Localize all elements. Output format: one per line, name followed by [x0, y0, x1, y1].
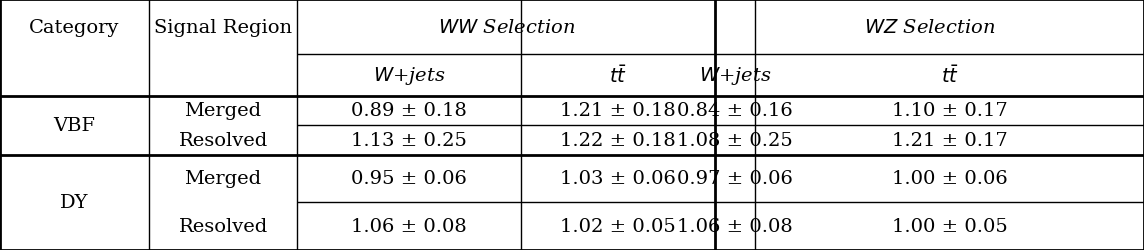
Text: 1.08 ± 0.25: 1.08 ± 0.25: [677, 131, 793, 149]
Text: 1.03 ± 0.06: 1.03 ± 0.06: [559, 170, 676, 188]
Text: 1.06 ± 0.08: 1.06 ± 0.08: [677, 217, 793, 235]
Text: DY: DY: [61, 194, 88, 212]
Text: Category: Category: [30, 18, 119, 36]
Text: 1.22 ± 0.18: 1.22 ± 0.18: [559, 131, 676, 149]
Text: 1.00 ± 0.05: 1.00 ± 0.05: [891, 217, 1008, 235]
Text: $W$+jets: $W$+jets: [699, 65, 771, 86]
Text: 0.84 ± 0.16: 0.84 ± 0.16: [677, 102, 793, 120]
Text: 1.00 ± 0.06: 1.00 ± 0.06: [891, 170, 1008, 188]
Text: 1.10 ± 0.17: 1.10 ± 0.17: [891, 102, 1008, 120]
Text: Resolved: Resolved: [178, 217, 268, 235]
Text: Merged: Merged: [184, 102, 262, 120]
Text: 1.13 ± 0.25: 1.13 ± 0.25: [351, 131, 467, 149]
Text: 1.21 ± 0.17: 1.21 ± 0.17: [891, 131, 1008, 149]
Text: 1.02 ± 0.05: 1.02 ± 0.05: [559, 217, 676, 235]
Text: 0.89 ± 0.18: 0.89 ± 0.18: [351, 102, 467, 120]
Text: $WW$ Selection: $WW$ Selection: [437, 18, 575, 36]
Text: Signal Region: Signal Region: [154, 18, 292, 36]
Text: 1.21 ± 0.18: 1.21 ± 0.18: [559, 102, 676, 120]
Text: $t\bar{t}$: $t\bar{t}$: [609, 65, 627, 86]
Text: VBF: VBF: [54, 117, 95, 134]
Text: Resolved: Resolved: [178, 131, 268, 149]
Text: Merged: Merged: [184, 170, 262, 188]
Text: 0.97 ± 0.06: 0.97 ± 0.06: [677, 170, 793, 188]
Text: 1.06 ± 0.08: 1.06 ± 0.08: [351, 217, 467, 235]
Text: 0.95 ± 0.06: 0.95 ± 0.06: [351, 170, 467, 188]
Text: $W$+jets: $W$+jets: [373, 65, 445, 86]
Text: $WZ$ Selection: $WZ$ Selection: [864, 18, 995, 36]
Text: $t\bar{t}$: $t\bar{t}$: [940, 65, 959, 86]
